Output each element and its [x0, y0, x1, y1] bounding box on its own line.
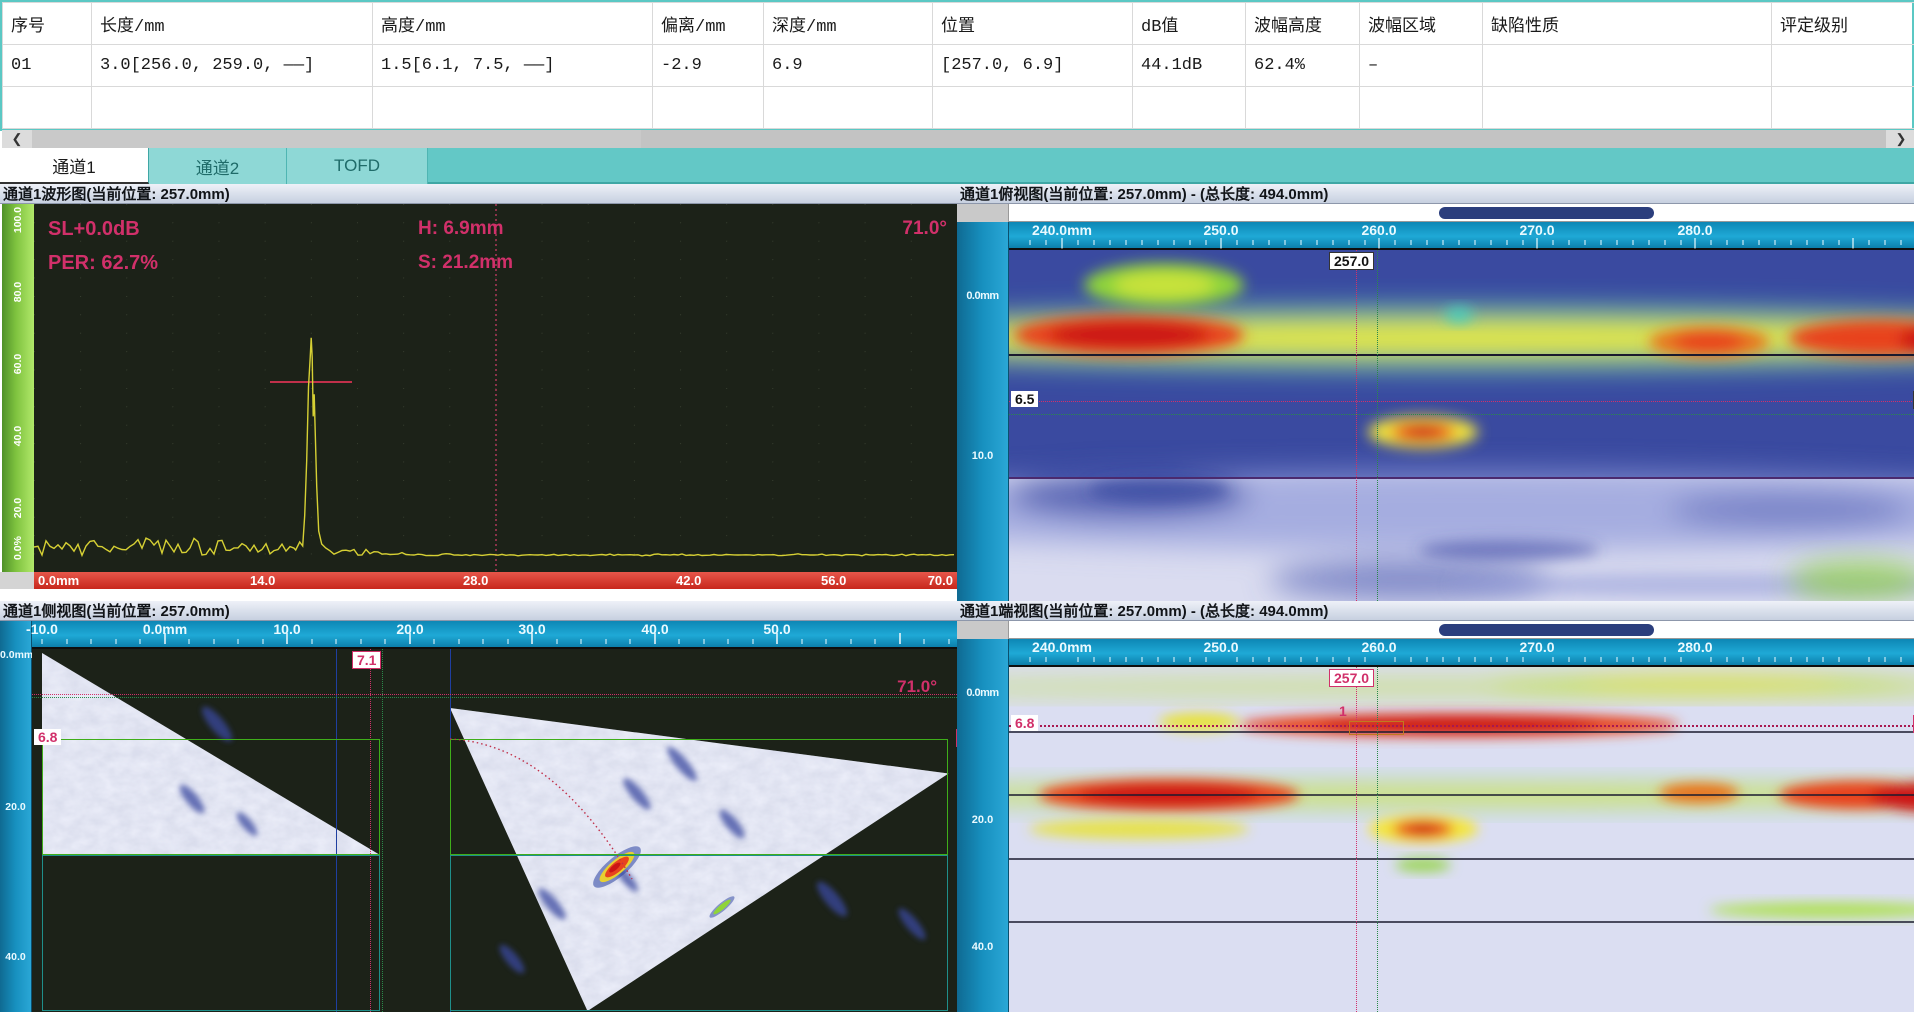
svg-text:20.0: 20.0 [396, 621, 423, 637]
svg-text:50.0: 50.0 [763, 621, 790, 637]
svg-text:10.0: 10.0 [273, 621, 300, 637]
svg-text:240.0mm: 240.0mm [1032, 639, 1092, 655]
svg-text:30.0: 30.0 [518, 621, 545, 637]
svg-text:270.0: 270.0 [1519, 639, 1554, 655]
svg-text:0.0mm: 0.0mm [143, 621, 187, 637]
svg-text:260.0: 260.0 [1361, 639, 1396, 655]
svg-text:40.0: 40.0 [641, 621, 668, 637]
svg-text:280.0: 280.0 [1677, 639, 1712, 655]
svg-text:250.0: 250.0 [1203, 639, 1238, 655]
svg-text:-10.0: -10.0 [26, 621, 58, 637]
